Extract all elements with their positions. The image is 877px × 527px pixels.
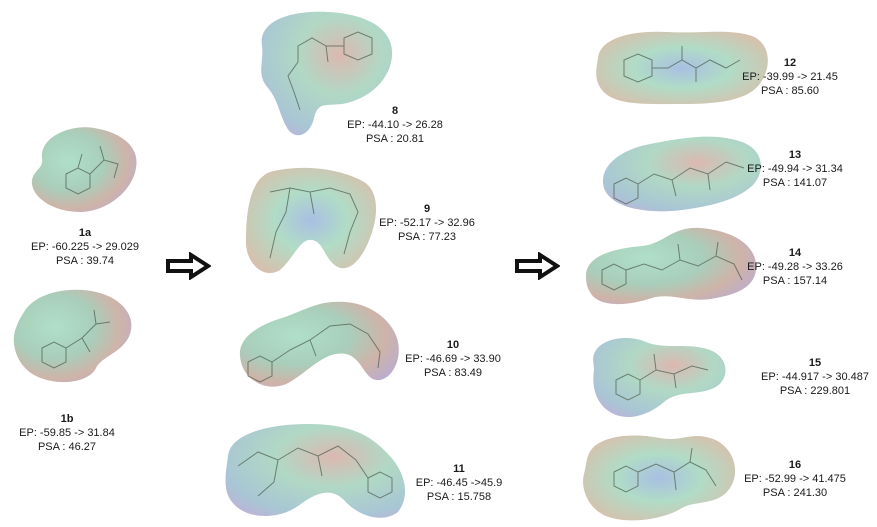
molecule-9-surface [246,167,377,274]
molecule-16-surface [583,435,736,521]
ep-range: EP: -60.225 -> 29.029 [31,241,139,253]
psa-value: PSA : 15.758 [426,491,492,503]
compound-label-11: 11 EP: -46.45 ->45.9 PSA : 15.758 [404,462,514,504]
compound-id: 10 [446,339,460,351]
psa-value: PSA : 229.801 [779,385,851,397]
ep-range: EP: -49.28 -> 33.26 [747,261,843,273]
right-arrow-icon [515,252,560,280]
compound-id: 16 [788,459,802,471]
psa-value: PSA : 77.23 [397,231,457,243]
molecule-15-surface [593,338,726,417]
compound-label-8: 8 EP: -44.10 -> 26.28 PSA : 20.81 [340,104,450,146]
compound-id: 1a [78,227,92,239]
psa-value: PSA : 241.30 [762,487,828,499]
molecule-11-surface [225,424,406,518]
molecule-8-surface [261,11,393,136]
molecule-1b-surface [13,289,132,383]
molecule-10-surface [239,301,399,387]
compound-label-9: 9 EP: -52.17 -> 32.96 PSA : 77.23 [372,202,482,244]
compound-id: 14 [788,247,802,259]
molecule-12-surface [596,31,768,105]
ep-range: EP: -46.69 -> 33.90 [405,353,501,365]
compound-id: 8 [391,105,399,117]
compound-label-1b: 1b EP: -59.85 -> 31.84 PSA : 46.27 [12,412,122,454]
compound-label-15: 15 EP: -44.917 -> 30.487 PSA : 229.801 [760,356,870,398]
compound-label-12: 12 EP: -39.99 -> 21.45 PSA : 85.60 [735,56,845,98]
compound-label-13: 13 EP: -49.94 -> 31.34 PSA : 141.07 [740,148,850,190]
molecule-1a-surface [31,127,137,212]
compound-id: 12 [783,57,797,69]
ep-range: EP: -49.94 -> 31.34 [747,163,843,175]
molecule-14-surface [586,227,757,305]
ep-range: EP: -39.99 -> 21.45 [742,71,838,83]
compound-label-1a: 1a EP: -60.225 -> 29.029 PSA : 39.74 [30,226,140,268]
ep-range: EP: -52.17 -> 32.96 [379,217,475,229]
psa-value: PSA : 46.27 [37,441,97,453]
compound-label-10: 10 EP: -46.69 -> 33.90 PSA : 83.49 [398,338,508,380]
psa-value: PSA : 157.14 [762,275,828,287]
psa-value: PSA : 20.81 [365,133,425,145]
ep-range: EP: -52.99 -> 41.475 [744,473,846,485]
compound-id: 1b [60,413,74,425]
compound-label-14: 14 EP: -49.28 -> 33.26 PSA : 157.14 [740,246,850,288]
compound-id: 11 [453,463,465,475]
compound-id: 9 [423,203,431,215]
ep-range: EP: -44.917 -> 30.487 [761,371,869,383]
ep-range: EP: -59.85 -> 31.84 [19,427,115,439]
psa-value: PSA : 39.74 [55,255,115,267]
compound-id: 13 [788,149,802,161]
compound-label-16: 16 EP: -52.99 -> 41.475 PSA : 241.30 [740,458,850,500]
right-arrow-icon [166,252,211,280]
psa-value: PSA : 83.49 [423,367,483,379]
psa-value: PSA : 141.07 [762,177,828,189]
psa-value: PSA : 85.60 [760,85,820,97]
ep-range: EP: -46.45 ->45.9 [415,477,503,489]
compound-id: 15 [808,357,822,369]
molecule-13-surface [602,136,761,212]
ep-range: EP: -44.10 -> 26.28 [347,119,443,131]
